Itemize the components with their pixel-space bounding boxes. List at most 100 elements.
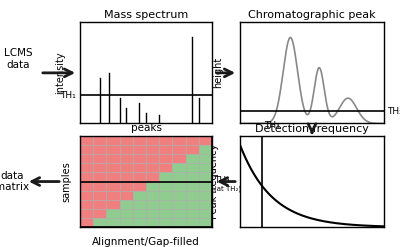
Bar: [186, 136, 199, 145]
Text: samples: samples: [62, 161, 72, 202]
Bar: [199, 172, 212, 182]
Bar: [133, 145, 146, 154]
Bar: [80, 154, 93, 163]
Bar: [172, 191, 186, 200]
Text: peaks: peaks: [130, 123, 162, 133]
Bar: [186, 191, 199, 200]
Bar: [133, 154, 146, 163]
Bar: [159, 191, 172, 200]
Bar: [106, 172, 120, 182]
Bar: [133, 172, 146, 182]
Bar: [199, 209, 212, 218]
Bar: [159, 200, 172, 209]
Title: Mass spectrum: Mass spectrum: [104, 10, 188, 20]
Bar: [106, 200, 120, 209]
Bar: [199, 163, 212, 172]
Bar: [106, 136, 120, 145]
Bar: [80, 163, 93, 172]
Bar: [133, 191, 146, 200]
Bar: [159, 209, 172, 218]
Bar: [172, 218, 186, 227]
Bar: [199, 145, 212, 154]
Bar: [159, 136, 172, 145]
Bar: [106, 218, 120, 227]
Text: m/z: m/z: [137, 142, 155, 152]
Bar: [80, 172, 93, 182]
Bar: [172, 145, 186, 154]
Bar: [120, 200, 133, 209]
Bar: [106, 154, 120, 163]
Bar: [186, 182, 199, 191]
Bar: [133, 136, 146, 145]
Text: RT: RT: [306, 142, 318, 152]
Bar: [106, 145, 120, 154]
Bar: [146, 136, 159, 145]
Bar: [146, 191, 159, 200]
Text: data
matrix: data matrix: [0, 171, 29, 192]
Text: (at TH₂): (at TH₂): [214, 185, 241, 192]
Bar: [146, 218, 159, 227]
Bar: [133, 182, 146, 191]
Bar: [146, 209, 159, 218]
Bar: [186, 163, 199, 172]
Bar: [106, 191, 120, 200]
Bar: [120, 191, 133, 200]
Bar: [120, 136, 133, 145]
Bar: [93, 163, 106, 172]
Bar: [172, 163, 186, 172]
Bar: [172, 209, 186, 218]
Text: LCMS
data: LCMS data: [4, 48, 32, 70]
Bar: [106, 163, 120, 172]
Bar: [93, 154, 106, 163]
Bar: [133, 209, 146, 218]
Text: TH₃: TH₃: [264, 121, 280, 130]
Bar: [186, 200, 199, 209]
Text: intensity: intensity: [55, 52, 65, 94]
Bar: [146, 172, 159, 182]
Bar: [146, 154, 159, 163]
Bar: [93, 172, 106, 182]
Bar: [146, 200, 159, 209]
Bar: [146, 182, 159, 191]
FancyArrowPatch shape: [217, 69, 232, 77]
Bar: [172, 182, 186, 191]
Bar: [106, 182, 120, 191]
Bar: [120, 172, 133, 182]
Text: height: height: [214, 57, 223, 88]
Text: TH₁: TH₁: [60, 91, 76, 100]
Text: TH₂: TH₂: [387, 107, 400, 116]
Bar: [172, 200, 186, 209]
Bar: [120, 145, 133, 154]
Text: Alignment/Gap-filled: Alignment/Gap-filled: [92, 237, 200, 247]
Bar: [199, 191, 212, 200]
Bar: [172, 154, 186, 163]
Bar: [186, 209, 199, 218]
Bar: [146, 145, 159, 154]
Bar: [93, 191, 106, 200]
Bar: [159, 154, 172, 163]
Bar: [80, 200, 93, 209]
Bar: [186, 218, 199, 227]
Bar: [93, 209, 106, 218]
Bar: [93, 136, 106, 145]
Bar: [80, 218, 93, 227]
Bar: [120, 182, 133, 191]
Bar: [120, 154, 133, 163]
Bar: [199, 136, 212, 145]
FancyArrowPatch shape: [220, 178, 235, 185]
Bar: [186, 172, 199, 182]
Bar: [93, 218, 106, 227]
Bar: [93, 145, 106, 154]
Bar: [80, 209, 93, 218]
Bar: [80, 145, 93, 154]
Text: TH₄: TH₄: [214, 176, 230, 185]
Bar: [133, 218, 146, 227]
Bar: [199, 154, 212, 163]
Bar: [199, 182, 212, 191]
Bar: [120, 209, 133, 218]
FancyArrowPatch shape: [32, 178, 59, 185]
Bar: [159, 182, 172, 191]
Bar: [133, 163, 146, 172]
Bar: [93, 200, 106, 209]
Bar: [159, 218, 172, 227]
